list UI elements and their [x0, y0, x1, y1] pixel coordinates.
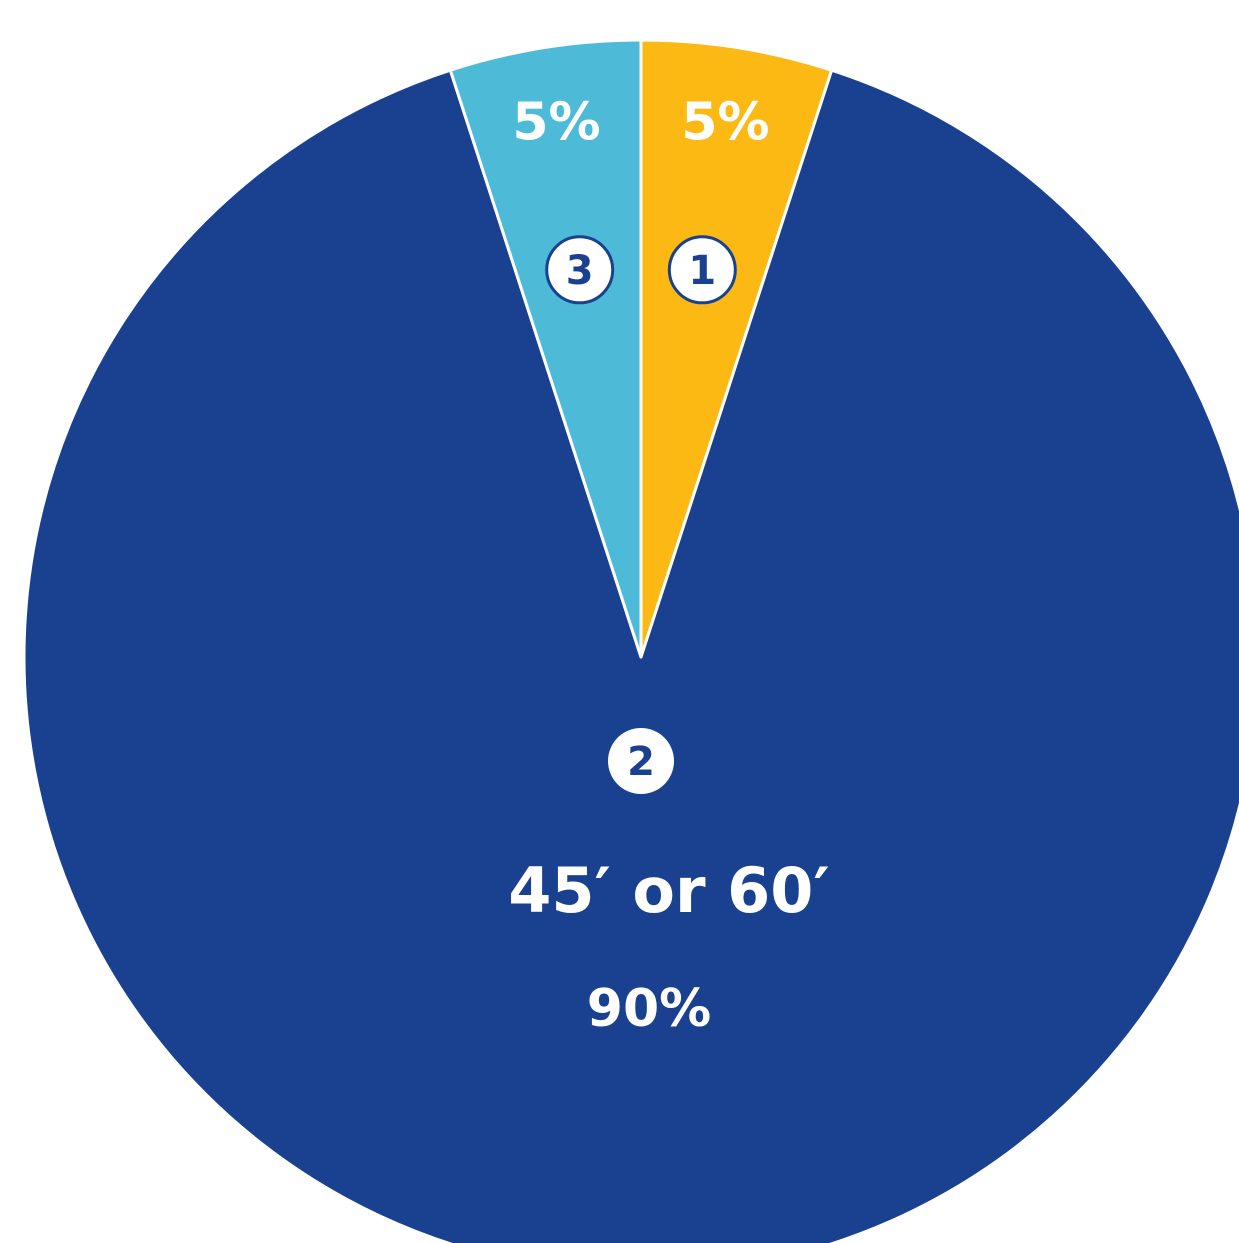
slice-marker-2 [608, 728, 674, 794]
slice-value-label-2: 90% [587, 979, 711, 1039]
slice-marker-1 [667, 235, 737, 305]
slice-marker-number-3: 3 [566, 248, 594, 294]
pie-slice-2 [22, 68, 1239, 1243]
pie-labels: 5% 1 2 45′ or 60′ 90% 5% 3 [508, 93, 830, 1039]
slice-marker-number-2: 2 [627, 739, 655, 785]
pie-slice-1 [639, 38, 834, 659]
slice-marker-3 [545, 235, 615, 305]
slice-value-label-1: 5% [681, 93, 769, 153]
slice-marker-number-1: 1 [688, 248, 716, 294]
pie-slices [22, 38, 1239, 1243]
slice-label-45-or-60: 45′ or 60′ [508, 854, 830, 927]
pie-slice-3 [448, 38, 643, 659]
slice-value-label-3: 5% [512, 93, 600, 153]
